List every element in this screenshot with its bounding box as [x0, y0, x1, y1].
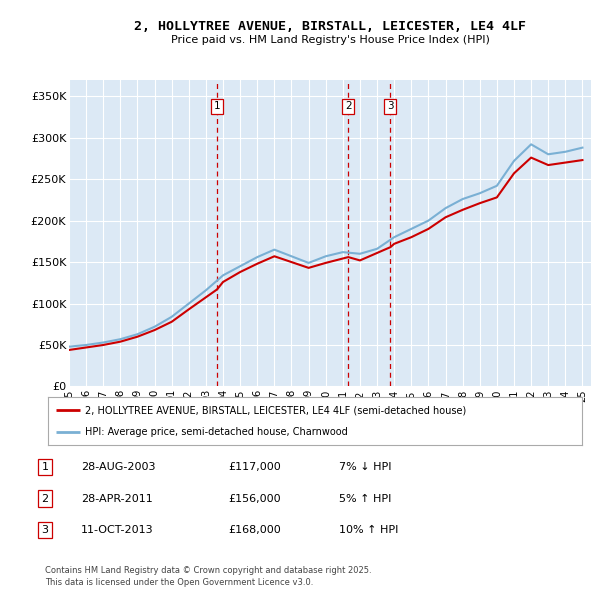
Text: 1: 1	[41, 463, 49, 472]
Text: 2: 2	[41, 494, 49, 503]
Text: 28-APR-2011: 28-APR-2011	[81, 494, 153, 503]
Text: 7% ↓ HPI: 7% ↓ HPI	[339, 463, 391, 472]
Text: 3: 3	[41, 525, 49, 535]
Text: £156,000: £156,000	[228, 494, 281, 503]
Text: £117,000: £117,000	[228, 463, 281, 472]
Text: 11-OCT-2013: 11-OCT-2013	[81, 525, 154, 535]
Text: HPI: Average price, semi-detached house, Charnwood: HPI: Average price, semi-detached house,…	[85, 427, 348, 437]
Text: 5% ↑ HPI: 5% ↑ HPI	[339, 494, 391, 503]
Text: 3: 3	[387, 101, 394, 111]
Text: 10% ↑ HPI: 10% ↑ HPI	[339, 525, 398, 535]
Text: 2, HOLLYTREE AVENUE, BIRSTALL, LEICESTER, LE4 4LF: 2, HOLLYTREE AVENUE, BIRSTALL, LEICESTER…	[134, 20, 526, 33]
Text: £168,000: £168,000	[228, 525, 281, 535]
Text: Contains HM Land Registry data © Crown copyright and database right 2025.
This d: Contains HM Land Registry data © Crown c…	[45, 566, 371, 587]
Text: Price paid vs. HM Land Registry's House Price Index (HPI): Price paid vs. HM Land Registry's House …	[170, 35, 490, 45]
Text: 1: 1	[214, 101, 220, 111]
Text: 2, HOLLYTREE AVENUE, BIRSTALL, LEICESTER, LE4 4LF (semi-detached house): 2, HOLLYTREE AVENUE, BIRSTALL, LEICESTER…	[85, 405, 467, 415]
Text: 2: 2	[345, 101, 352, 111]
Text: 28-AUG-2003: 28-AUG-2003	[81, 463, 155, 472]
